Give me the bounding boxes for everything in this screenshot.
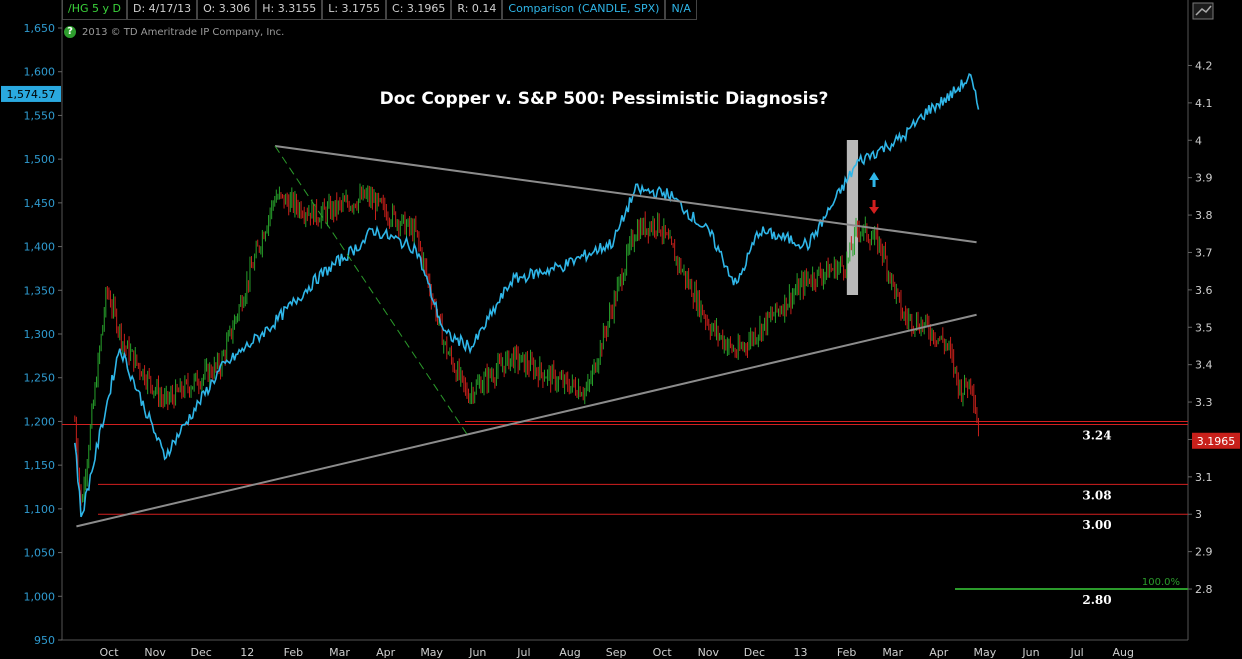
x-tick-label: May (974, 646, 997, 659)
x-tick-label: Sep (606, 646, 627, 659)
trendline (274, 145, 468, 435)
x-tick-label: May (420, 646, 443, 659)
up-arrow-stem (872, 180, 876, 187)
x-tick-label: 12 (240, 646, 254, 659)
settings-icon[interactable] (1192, 2, 1214, 20)
left-tick-label: 950 (34, 634, 55, 647)
x-tick-label: Jul (1069, 646, 1083, 659)
up-arrow-icon (869, 172, 880, 180)
copper-last-value: 3.1965 (1197, 435, 1236, 448)
left-tick-label: 1,500 (24, 153, 56, 166)
right-tick-label: 3.6 (1195, 284, 1213, 297)
x-tick-label: Mar (882, 646, 903, 659)
left-tick-label: 1,400 (24, 241, 56, 254)
x-tick-label: Oct (99, 646, 119, 659)
support-label: 2.80 (1082, 593, 1111, 607)
x-tick-label: Aug (559, 646, 580, 659)
comparison-label[interactable]: Comparison (CANDLE, SPX) (502, 0, 666, 20)
support-label: 3.00 (1082, 518, 1111, 532)
right-tick-label: 3.7 (1195, 246, 1213, 259)
x-tick-label: 13 (794, 646, 808, 659)
trendline (76, 313, 977, 528)
right-tick-label: 3.4 (1195, 359, 1213, 372)
spx-series-line (74, 72, 980, 518)
chart-title: Doc Copper v. S&P 500: Pessimistic Diagn… (380, 89, 829, 109)
down-arrow-icon (869, 207, 880, 214)
highlight-band (846, 140, 859, 295)
support-label: 3.08 (1082, 488, 1111, 502)
quote-close: C: 3.1965 (386, 0, 452, 20)
left-tick-label: 1,650 (24, 22, 56, 35)
right-tick-label: 4.2 (1195, 59, 1213, 72)
down-arrow-stem (872, 200, 876, 207)
quote-open: O: 3.306 (197, 0, 257, 20)
chart-settings-button[interactable] (1192, 2, 1214, 20)
left-tick-label: 1,100 (24, 503, 56, 516)
x-tick-label: Nov (144, 646, 166, 659)
right-tick-label: 3 (1195, 508, 1202, 521)
left-tick-label: 1,350 (24, 284, 56, 297)
copyright-text: 2013 © TD Ameritrade IP Company, Inc. (82, 26, 285, 38)
quote-high: H: 3.3155 (256, 0, 323, 20)
x-tick-label: Jun (1021, 646, 1039, 659)
right-tick-label: 3.9 (1195, 172, 1213, 185)
info-icon: ? (64, 26, 76, 38)
x-tick-label: Mar (329, 646, 350, 659)
x-tick-label: Jun (468, 646, 486, 659)
left-tick-label: 1,000 (24, 590, 56, 603)
comparison-value: N/A (665, 0, 697, 20)
x-tick-label: Feb (284, 646, 303, 659)
x-tick-label: Dec (191, 646, 212, 659)
x-tick-label: Jul (516, 646, 530, 659)
left-tick-label: 1,200 (24, 415, 56, 428)
left-tick-label: 1,550 (24, 109, 56, 122)
right-tick-label: 3.5 (1195, 321, 1213, 334)
left-tick-label: 1,450 (24, 197, 56, 210)
x-tick-label: Dec (744, 646, 765, 659)
left-tick-label: 1,300 (24, 328, 56, 341)
x-tick-label: Apr (376, 646, 396, 659)
copyright-notice: ? 2013 © TD Ameritrade IP Company, Inc. (64, 26, 284, 38)
x-tick-label: Feb (837, 646, 856, 659)
spx-last-badge (1, 85, 61, 102)
x-tick-label: Nov (698, 646, 720, 659)
right-tick-label: 4.1 (1195, 97, 1213, 110)
trendline (274, 145, 977, 244)
spx-last-value: 1,574.57 (7, 88, 56, 101)
x-tick-label: Oct (653, 646, 673, 659)
fib-label: 100.0% (1142, 577, 1180, 588)
x-tick-label: Apr (929, 646, 949, 659)
left-tick-label: 1,250 (24, 372, 56, 385)
left-tick-label: 1,600 (24, 66, 56, 79)
right-tick-label: 2.8 (1195, 583, 1213, 596)
quote-low: L: 3.1755 (322, 0, 387, 20)
quote-header: /HG 5 y D D: 4/17/13 O: 3.306 H: 3.3155 … (62, 0, 697, 20)
x-tick-label: Aug (1112, 646, 1133, 659)
left-tick-label: 1,150 (24, 459, 56, 472)
left-tick-label: 1,050 (24, 547, 56, 560)
support-label: 3.24 (1082, 428, 1111, 442)
right-tick-label: 3.8 (1195, 209, 1213, 222)
right-tick-label: 4 (1195, 134, 1202, 147)
right-tick-label: 3.1 (1195, 471, 1213, 484)
right-tick-label: 3.3 (1195, 396, 1213, 409)
right-tick-label: 2.9 (1195, 546, 1213, 559)
quote-date: D: 4/17/13 (126, 0, 198, 20)
quote-range: R: 0.14 (451, 0, 503, 20)
copper-last-badge (1192, 432, 1240, 449)
